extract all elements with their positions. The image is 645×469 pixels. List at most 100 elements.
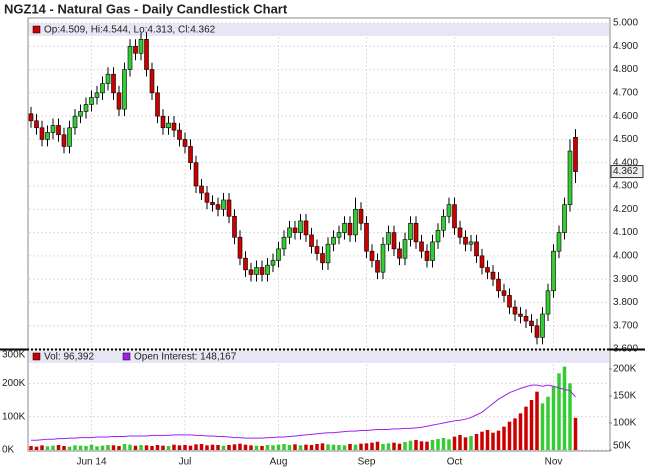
- candle-body: [556, 232, 562, 252]
- candle-body: [424, 250, 430, 261]
- volume-bar: [95, 446, 99, 450]
- volume-bar: [249, 445, 253, 450]
- volume-bar: [469, 436, 473, 450]
- volume-legend-strip: [29, 351, 609, 363]
- y-tick-label: 3.800: [613, 297, 638, 308]
- volume-bar: [150, 446, 154, 450]
- candle-body: [281, 236, 287, 250]
- volume-bar: [529, 400, 534, 450]
- volume-bar: [441, 438, 446, 450]
- candle-body: [534, 325, 540, 338]
- candle-body: [298, 220, 303, 233]
- x-tick-label: Sep: [358, 457, 376, 468]
- candle-body: [204, 192, 210, 203]
- candle-body: [452, 204, 457, 229]
- volume-bar: [419, 441, 424, 450]
- volume-bar: [139, 445, 143, 450]
- y-tick-label: 4.400: [613, 157, 638, 168]
- x-tick-label: Aug: [270, 457, 288, 468]
- candle-body: [457, 227, 463, 238]
- volume-bar: [452, 436, 457, 450]
- legend-swatch: [32, 25, 41, 34]
- candle-body: [292, 227, 298, 233]
- volume-bar: [403, 442, 407, 450]
- candle-body: [386, 232, 391, 245]
- candle-body: [391, 232, 397, 250]
- volume-bar: [260, 446, 264, 450]
- volume-bar: [348, 444, 352, 450]
- legend-label: Vol: 96,392: [44, 352, 94, 363]
- volume-bar: [183, 445, 187, 450]
- volume-bar: [568, 383, 572, 450]
- legend-label: Open Interest: 148,167: [134, 352, 237, 363]
- candle-body: [441, 215, 446, 231]
- volume-bar: [342, 445, 347, 450]
- candle-body: [221, 199, 226, 210]
- candle-body: [61, 134, 67, 147]
- open-interest-line: [31, 384, 576, 441]
- volume-bar: [73, 445, 77, 450]
- volume-bar: [485, 430, 490, 450]
- volume-bar: [271, 445, 275, 450]
- volume-bar: [106, 445, 110, 450]
- candle-body: [122, 69, 127, 110]
- candle-body: [496, 278, 501, 292]
- candle-body: [523, 316, 529, 322]
- candle-body: [72, 115, 78, 129]
- volume-bar: [557, 373, 561, 450]
- volume-bar: [117, 446, 121, 450]
- volume-bar: [320, 443, 325, 450]
- volume-bar: [210, 444, 215, 450]
- candle-body: [171, 122, 177, 131]
- y-tick-label: 3.600: [613, 344, 638, 355]
- candle-body: [413, 222, 419, 243]
- y2-tick-label: 150K: [613, 391, 637, 402]
- volume-bar: [100, 445, 105, 450]
- candle-body: [45, 132, 50, 140]
- volume-bar: [177, 445, 182, 450]
- candle-body: [133, 45, 138, 54]
- candle-body: [270, 260, 276, 266]
- volume-bar: [282, 444, 286, 450]
- candle-body: [188, 146, 193, 164]
- volume-bar: [397, 443, 402, 450]
- candle-body: [160, 115, 166, 129]
- candle-body: [518, 313, 523, 317]
- volume-bar: [67, 446, 72, 450]
- y-tick-label: 4.700: [613, 87, 638, 98]
- y-tick-label: 4.500: [613, 134, 638, 145]
- candle-body: [573, 137, 578, 172]
- volume-bar: [535, 391, 539, 450]
- candle-body: [83, 104, 89, 112]
- candle-body: [380, 243, 386, 273]
- volume-bar: [370, 442, 374, 450]
- volume-bar: [40, 445, 44, 450]
- volume-bar: [155, 445, 160, 450]
- candle-body: [303, 220, 309, 236]
- candle-body: [254, 267, 259, 275]
- candle-body: [397, 248, 402, 259]
- candle-body: [490, 271, 496, 280]
- candle-body: [507, 295, 512, 308]
- y-tick-label: 4.000: [613, 250, 638, 261]
- candle-body: [479, 255, 485, 268]
- candle-body: [138, 38, 144, 54]
- volume-bar: [34, 446, 39, 450]
- candle-body: [347, 222, 353, 236]
- volume-bar: [458, 435, 462, 450]
- candle-body: [336, 232, 342, 238]
- volume-bar: [144, 445, 149, 450]
- y-tick-label: 4.100: [613, 227, 638, 238]
- candle-body: [105, 73, 111, 84]
- volume-bar: [133, 445, 138, 450]
- volume-bar: [573, 417, 578, 450]
- volume-bar: [276, 444, 281, 450]
- candle-body: [39, 127, 45, 140]
- volume-bar: [562, 366, 567, 450]
- volume-bar: [166, 446, 171, 450]
- candle-body: [232, 215, 237, 238]
- y-tick-label: 200K: [2, 378, 26, 389]
- y-tick-label: 4.800: [613, 64, 638, 75]
- volume-bar: [513, 418, 517, 450]
